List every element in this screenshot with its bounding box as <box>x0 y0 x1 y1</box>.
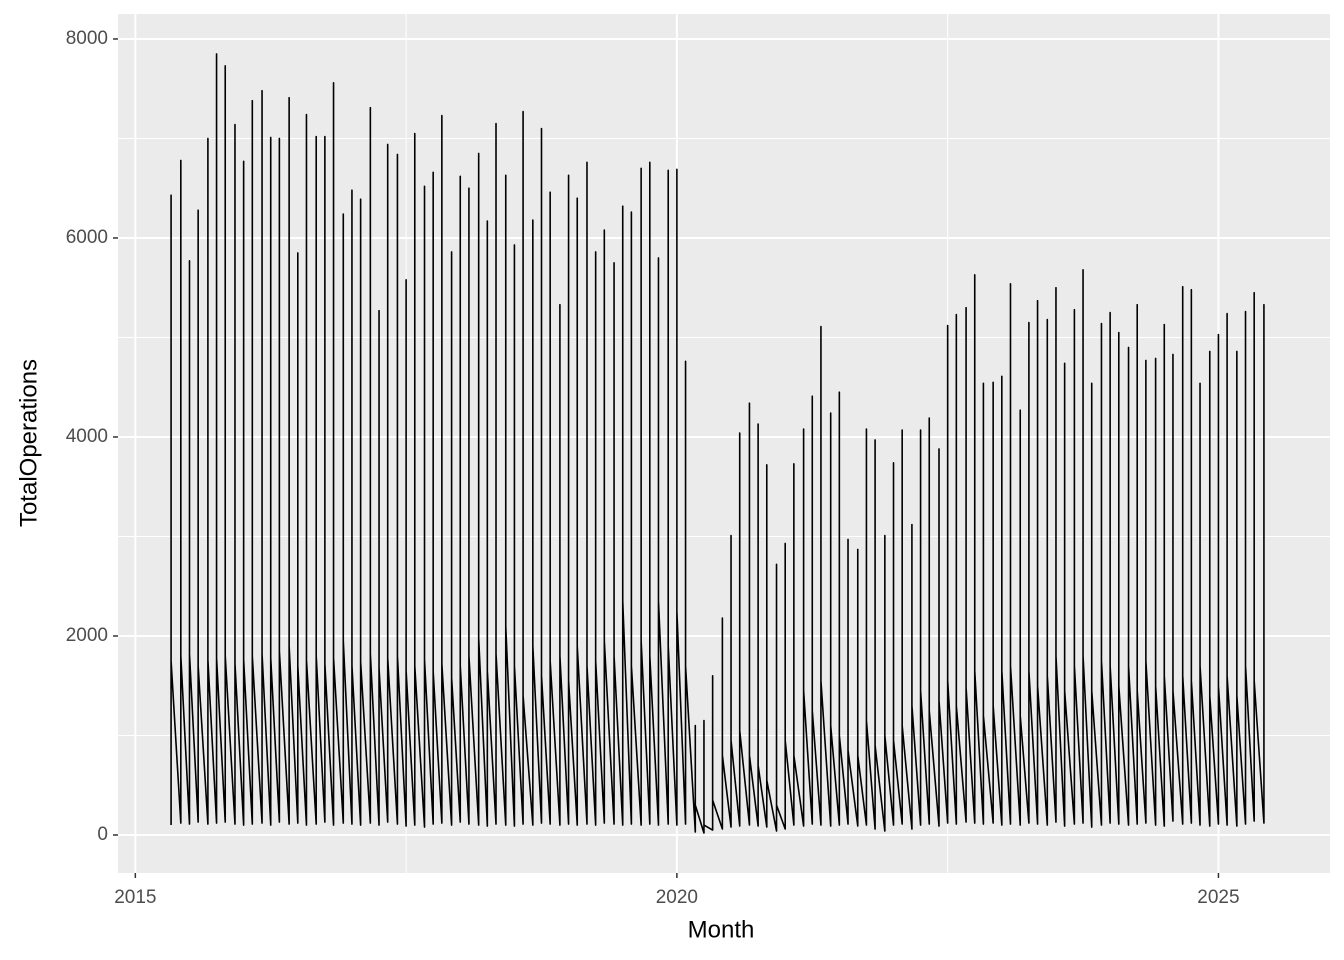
x-tick-label: 2015 <box>114 887 156 908</box>
y-tick-label: 4000 <box>66 426 108 447</box>
marks <box>170 53 1265 834</box>
x-axis-title: Month <box>688 916 755 943</box>
plot-panel <box>118 14 1330 873</box>
x-tick-label: 2020 <box>656 887 698 908</box>
y-tick-label: 0 <box>97 824 108 845</box>
y-axis-title: TotalOperations <box>15 359 42 527</box>
y-tick-label: 2000 <box>66 625 108 646</box>
data-line <box>170 53 1265 834</box>
axes: 0 2000 4000 6000 8000 2015 2020 2025 <box>66 28 1240 908</box>
y-tick-label: 8000 <box>66 28 108 49</box>
y-tick-label: 6000 <box>66 227 108 248</box>
x-tick-label: 2025 <box>1197 887 1239 908</box>
